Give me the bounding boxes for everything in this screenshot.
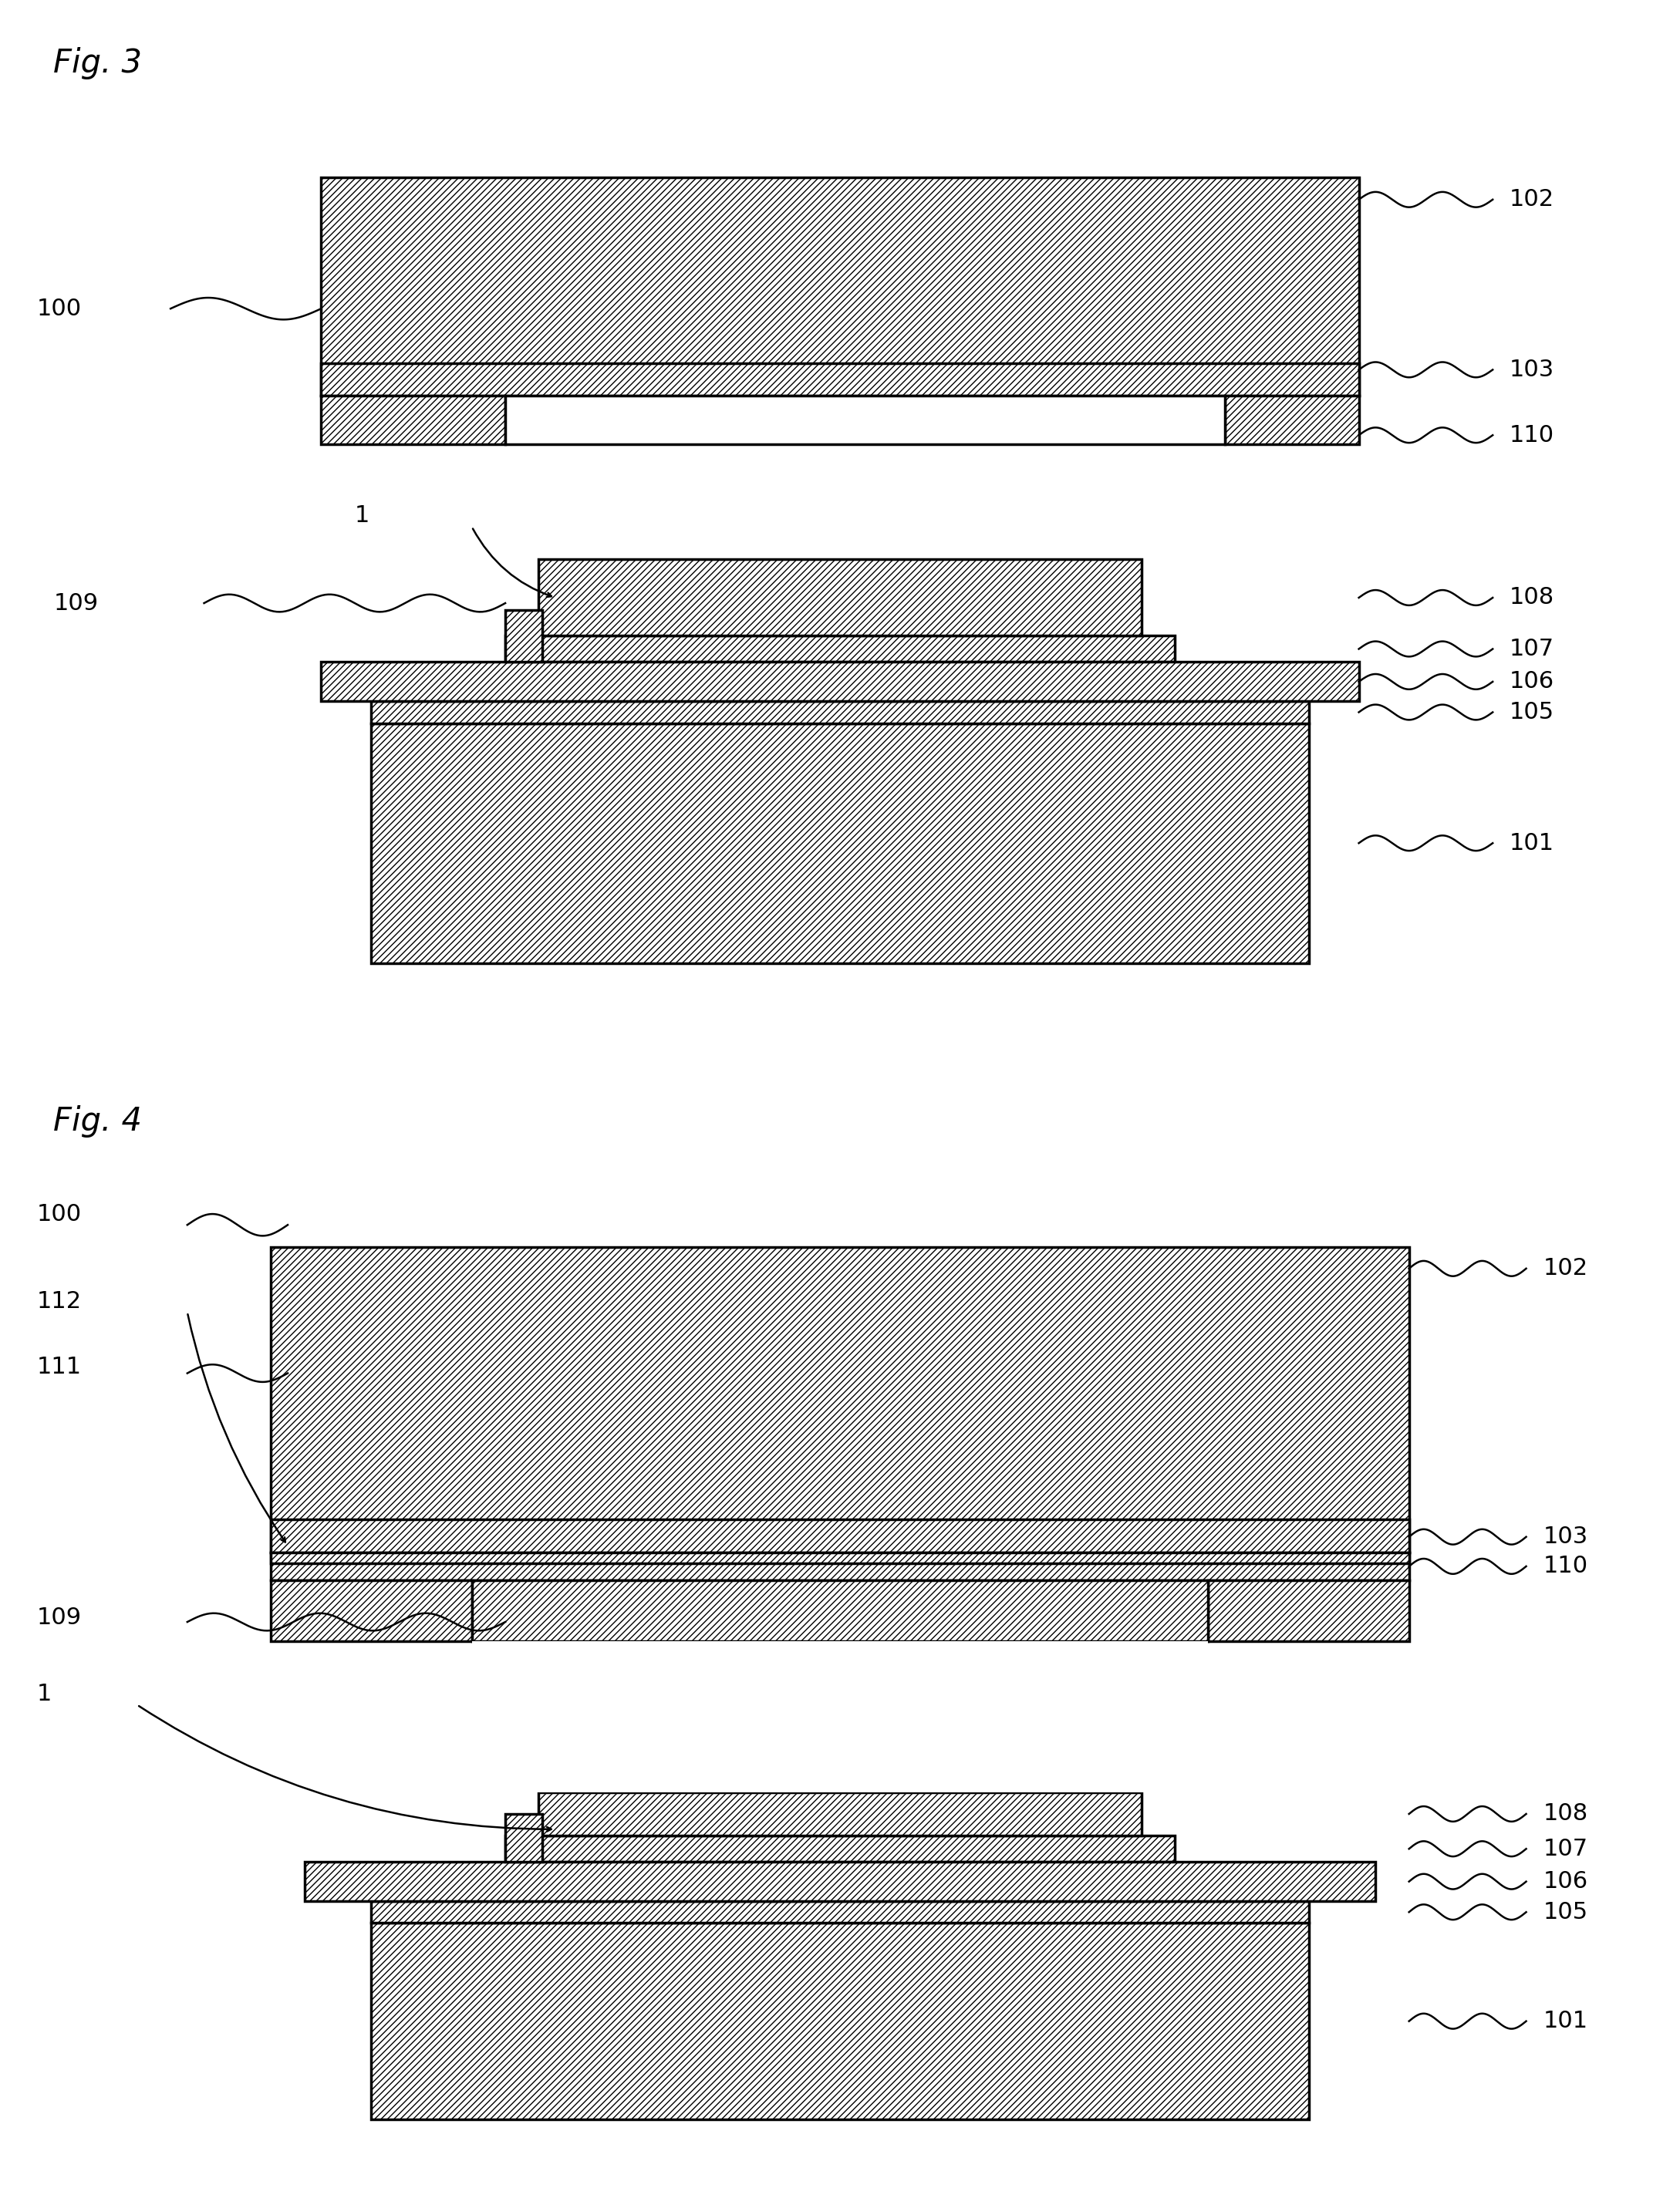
Bar: [304, 1862, 1376, 1901]
Bar: [506, 610, 543, 663]
Text: 103: 103: [1542, 1525, 1588, 1549]
Bar: [270, 1551, 1410, 1580]
Bar: [506, 396, 1225, 444]
Bar: [270, 1247, 1410, 1551]
Bar: [539, 1792, 1141, 1836]
Text: 111: 111: [37, 1357, 82, 1378]
Text: 109: 109: [37, 1606, 82, 1628]
Text: 102: 102: [1509, 188, 1554, 210]
Text: 105: 105: [1509, 700, 1554, 724]
Text: 105: 105: [1542, 1901, 1588, 1923]
Text: 103: 103: [1509, 359, 1554, 381]
Bar: [472, 1641, 1208, 1792]
Text: 110: 110: [1542, 1556, 1588, 1578]
Bar: [321, 396, 506, 444]
Text: Fig. 4: Fig. 4: [54, 1105, 143, 1138]
Bar: [270, 1580, 472, 1641]
Bar: [371, 1901, 1309, 1923]
Text: 101: 101: [1509, 831, 1554, 853]
Text: 107: 107: [1509, 637, 1554, 661]
Bar: [321, 363, 1359, 396]
Text: 1: 1: [354, 505, 370, 527]
Bar: [506, 637, 1174, 663]
Bar: [506, 1814, 543, 1862]
Text: 101: 101: [1542, 2011, 1588, 2033]
Text: 108: 108: [1509, 586, 1554, 608]
Text: 110: 110: [1509, 424, 1554, 446]
Bar: [321, 663, 1359, 702]
Text: 108: 108: [1542, 1803, 1588, 1825]
Text: 102: 102: [1542, 1258, 1588, 1280]
Bar: [1208, 1580, 1410, 1641]
Text: 112: 112: [37, 1291, 82, 1313]
Bar: [1225, 396, 1359, 444]
Bar: [472, 1580, 1208, 1641]
Text: 100: 100: [37, 1203, 82, 1225]
Text: 106: 106: [1542, 1871, 1588, 1893]
Bar: [270, 1518, 1410, 1551]
Text: 100: 100: [37, 298, 82, 319]
Text: 109: 109: [54, 593, 97, 615]
Text: 106: 106: [1509, 670, 1554, 694]
Bar: [270, 1551, 1410, 1562]
Bar: [371, 702, 1309, 722]
Text: 107: 107: [1542, 1838, 1588, 1860]
Bar: [506, 1836, 1174, 1862]
Text: Fig. 3: Fig. 3: [54, 46, 143, 79]
Text: 1: 1: [37, 1683, 52, 1704]
Bar: [321, 177, 1359, 396]
Bar: [371, 722, 1309, 963]
Bar: [539, 610, 543, 637]
Bar: [539, 560, 1141, 637]
Bar: [371, 1923, 1309, 2120]
